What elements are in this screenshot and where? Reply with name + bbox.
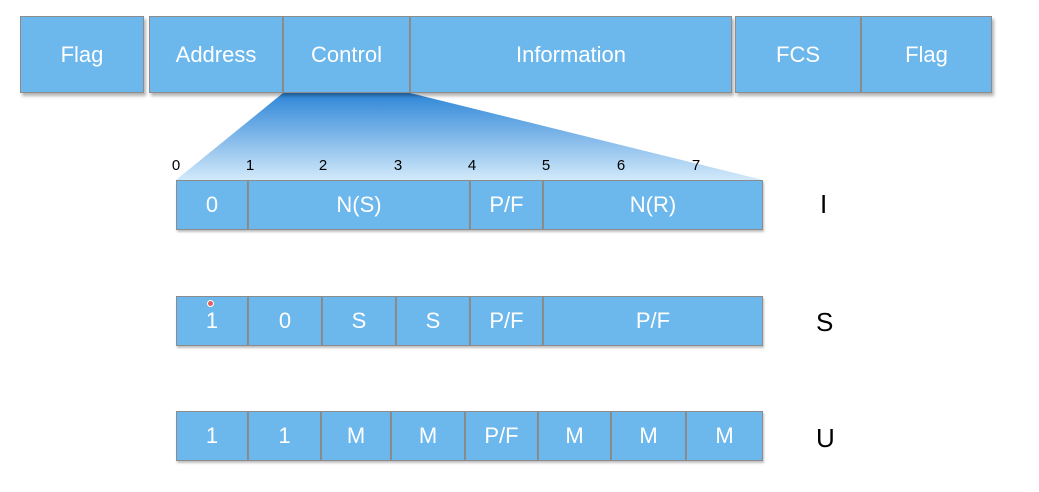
frame-field-fcs: FCS (735, 16, 861, 93)
bit-cell: S (322, 296, 396, 346)
bit-number: 2 (318, 157, 328, 174)
frame-field-flag-start: Flag (20, 16, 144, 93)
bit-number: 4 (467, 157, 477, 174)
bit-cell: M (611, 411, 686, 461)
bit-cell: M (538, 411, 611, 461)
bit-cell: S (396, 296, 470, 346)
row-label-u: U (816, 423, 835, 453)
frame-field-flag-end: Flag (861, 16, 992, 93)
bit-cell: P/F (465, 411, 538, 461)
row-label-s: S (816, 307, 834, 337)
bit-cell: N(S) (248, 180, 470, 230)
bit-number: 7 (691, 157, 701, 174)
bit-number: 3 (393, 157, 403, 174)
bit-cell: 0 (248, 296, 322, 346)
frame-field-information: Information (410, 16, 732, 93)
row-label-i: I (820, 189, 828, 219)
bit-cell: P/F (543, 296, 763, 346)
bit-cell: M (321, 411, 391, 461)
bit-number: 0 (171, 157, 181, 174)
bit-number: 6 (616, 157, 626, 174)
frame-field-control: Control (283, 16, 410, 93)
pointer-dot (207, 300, 214, 307)
bit-cell: P/F (470, 296, 543, 346)
bit-cell: 1 (176, 411, 248, 461)
bit-cell: N(R) (543, 180, 763, 230)
bit-cell: P/F (470, 180, 543, 230)
bit-cell: 0 (176, 180, 248, 230)
bit-cell: M (391, 411, 465, 461)
bit-cell: M (686, 411, 763, 461)
frame-field-address: Address (149, 16, 283, 93)
bit-cell: 1 (248, 411, 321, 461)
bit-number: 5 (541, 157, 551, 174)
bit-number: 1 (245, 157, 255, 174)
